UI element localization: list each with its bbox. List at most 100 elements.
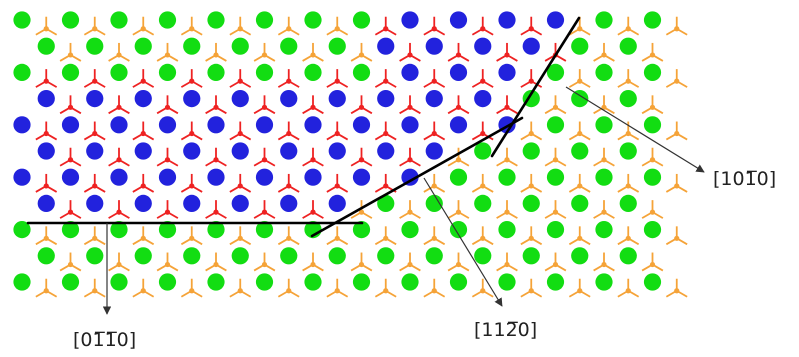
bond-node [383,78,389,84]
boundary-line-diagonal [310,116,524,238]
green-atom [643,63,662,81]
bond-node [480,288,486,294]
green-atom [522,247,540,265]
green-atom [498,273,516,291]
bond-node [286,235,292,241]
bond-node [213,209,219,215]
bond-node [237,288,243,294]
bond-node [407,52,413,58]
green-atom [110,63,128,81]
bond-node [504,104,510,110]
leader-arrows [102,86,705,315]
bond-node [237,78,243,84]
bond-node [407,157,413,163]
blue-atom [280,90,298,108]
green-atom [546,273,565,291]
label-direction-01: [01̅1̅0] [73,329,136,351]
bond-node [116,209,122,215]
bond-node [455,52,462,58]
blue-atom [328,142,346,160]
blue-atom [13,168,31,186]
bond-node [674,130,680,137]
blue-atom [158,168,177,186]
green-atom [61,63,80,81]
blue-atom [352,116,371,134]
green-atom [522,142,540,160]
green-atom [13,11,31,29]
green-atom [37,37,55,55]
bond-node [577,288,583,294]
boundary-line-steep [490,16,581,158]
blue-atom [37,194,55,212]
bond-node [164,52,171,58]
bond-node [528,183,534,189]
blue-atom [86,90,104,108]
bond-node [286,183,292,189]
blue-atom [449,63,468,81]
green-atom [619,194,637,212]
bond-node [310,209,316,215]
green-atom [61,273,80,291]
bond-node [116,52,122,58]
bond-node [674,26,680,32]
blue-atom-lattice [13,11,565,212]
bond-node [383,288,389,294]
blue-atom [110,116,128,134]
green-atom [110,11,128,29]
blue-atom [61,168,80,186]
bond-node [286,288,292,294]
green-atom [86,247,104,265]
blue-atom [474,37,492,55]
green-atom [474,247,492,265]
bond-node [92,288,98,294]
green-atom [643,168,662,186]
bond-node [577,26,583,32]
green-atom [110,273,128,291]
green-atom [449,168,468,186]
blue-atom [183,194,201,212]
blue-atom [377,90,395,108]
bond-node [407,104,413,110]
blue-atom [61,116,80,134]
green-atom [377,194,395,212]
blue-atom [377,142,395,160]
blue-atom [401,168,419,186]
bond-node [310,261,316,268]
green-atom [546,116,565,134]
bond-node [455,157,462,163]
blue-atom [183,90,201,108]
blue-atom [231,142,249,160]
bond-node [164,261,171,268]
bond-node [164,209,171,215]
bond-node [189,78,195,84]
green-atom [498,221,516,239]
green-atom [619,90,637,108]
bond-node [601,261,607,268]
bond-node [383,235,389,241]
blue-atom [37,90,55,108]
bond-node [552,157,559,163]
blue-atom [401,63,419,81]
bond-node [358,52,365,58]
bond-node [43,130,49,137]
bond-node [43,183,49,189]
bond-node [334,78,340,84]
blue-atom [280,142,298,160]
label-direction-11: [112̅0] [474,319,537,341]
green-atom [401,221,419,239]
green-atom [134,247,152,265]
bond-node [358,261,365,268]
green-atom [280,37,298,55]
bond-node [504,261,510,268]
green-atom [571,90,589,108]
green-atom [643,11,662,29]
green-atom [158,11,177,29]
green-atom [13,221,31,239]
bond-node [237,235,243,241]
bond-node [334,235,340,241]
bond-node [383,26,389,32]
green-atom [304,63,322,81]
bond-node [140,78,146,84]
bond-node [116,261,122,268]
bond-node [625,78,631,84]
